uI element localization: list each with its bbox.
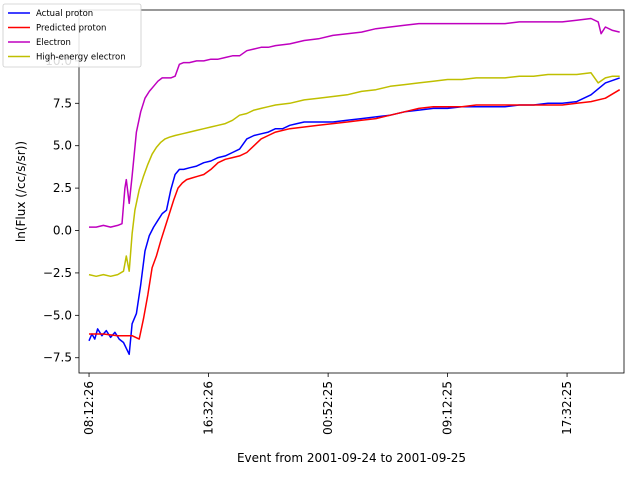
y-tick-label: −2.5	[43, 266, 72, 280]
y-tick-label: −7.5	[43, 351, 72, 365]
x-axis-ticks: 08:12:26 16:32:26 00:52:25 09:12:25 17:32:25	[82, 373, 574, 435]
y-tick-label: −5.0	[43, 308, 72, 322]
y-axis-label: ln(Flux (/cc/s/sr))	[14, 141, 28, 242]
legend-box	[2, 3, 142, 68]
legend-label: Actual proton	[36, 9, 93, 19]
series-line-1	[89, 89, 621, 340]
y-tick-label: 5.0	[53, 139, 72, 153]
x-tick-label: 00:52:25	[321, 381, 335, 435]
series-line-3	[88, 72, 620, 278]
y-axis-ticks: −7.5−5.0−2.50.02.55.07.510.0	[43, 54, 79, 365]
series-line-0	[88, 77, 620, 356]
x-tick-label: 16:32:26	[202, 381, 216, 435]
y-tick-label: 0.0	[53, 224, 72, 238]
legend-label: Electron	[36, 38, 71, 48]
series-layer	[88, 17, 621, 356]
plot-frame	[78, 9, 625, 374]
y-tick-label: 7.5	[53, 96, 72, 110]
legend-label: High-energy electron	[36, 53, 126, 63]
x-tick-label: 09:12:25	[441, 381, 455, 435]
legend: Actual proton Predicted proton Electron Hig…	[2, 3, 142, 68]
x-tick-label: 08:12:26	[82, 381, 96, 435]
y-tick-label: 2.5	[53, 181, 72, 195]
x-tick-label: 17:32:25	[560, 381, 574, 435]
series-line-2	[89, 17, 620, 228]
legend-label: Predicted proton	[36, 24, 106, 34]
x-axis-label: Event from 2001-09-24 to 2001-09-25	[237, 451, 466, 465]
